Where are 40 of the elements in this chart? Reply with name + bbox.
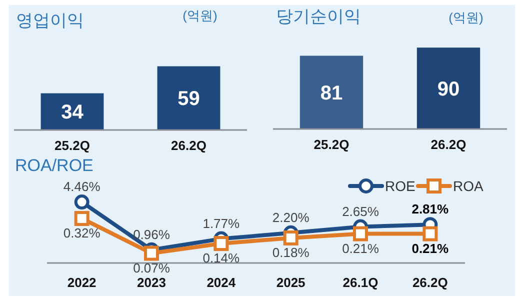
- point: [74, 194, 90, 210]
- data-label: 0.21%: [412, 240, 450, 256]
- data-label: 1.77%: [202, 216, 240, 231]
- data-label: 2.65%: [342, 204, 380, 219]
- x-tick-label: 26.2Q: [430, 137, 466, 152]
- data-label: 0.14%: [202, 250, 240, 266]
- x-tick-label: 26.1Q: [342, 275, 378, 290]
- point: [422, 226, 438, 242]
- point: [74, 210, 90, 226]
- point: [283, 230, 298, 246]
- point: [214, 236, 229, 252]
- chart-title: 당기순이익: [276, 7, 361, 26]
- data-label: 2.81%: [412, 202, 450, 217]
- data-label: 0.18%: [272, 244, 310, 260]
- text: (억원): [448, 10, 484, 25]
- data-label: 4.46%: [63, 179, 101, 194]
- point: [144, 246, 159, 261]
- x-tick-label: 2022: [67, 275, 96, 290]
- chart-title: ROA/ROE: [15, 156, 94, 175]
- x-tick-label: 26.2Q: [412, 275, 448, 290]
- data-label: 90: [437, 78, 460, 100]
- x-tick-label: 25.2Q: [314, 137, 350, 152]
- data-label: 2.20%: [272, 210, 310, 225]
- data-label: 81: [320, 82, 343, 104]
- chart-title: 영업이익: [16, 11, 84, 30]
- x-tick-label: 2025: [276, 275, 306, 290]
- data-label: 34: [61, 102, 84, 124]
- x-tick-label: 2024: [206, 275, 236, 290]
- x-tick-label: 2023: [137, 275, 166, 290]
- text: (억원): [182, 8, 218, 23]
- legend-label: ROA: [453, 178, 484, 194]
- data-label: 0.32%: [63, 225, 101, 240]
- x-tick-label: 26.2Q: [171, 138, 206, 153]
- point: [353, 226, 368, 242]
- data-label: 59: [178, 88, 200, 110]
- x-tick-label: 25.2Q: [54, 138, 90, 153]
- data-label: 0.96%: [133, 226, 170, 242]
- legend-label: ROE: [385, 178, 416, 194]
- data-label: 0.21%: [342, 240, 380, 256]
- data-label: 0.07%: [133, 260, 170, 276]
